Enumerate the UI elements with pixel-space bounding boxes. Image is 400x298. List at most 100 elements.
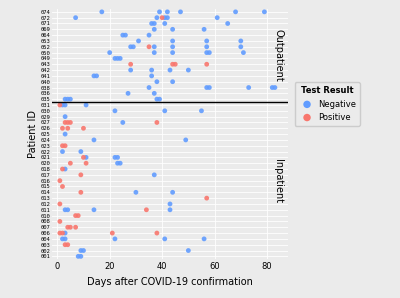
Point xyxy=(112,56,118,61)
Point xyxy=(151,50,158,55)
Point xyxy=(75,254,82,259)
Point xyxy=(72,225,79,230)
Point xyxy=(91,207,97,212)
Point xyxy=(151,44,158,49)
Point xyxy=(64,207,71,212)
Point xyxy=(117,56,123,61)
Point xyxy=(83,155,89,160)
Point xyxy=(112,108,118,113)
Point xyxy=(64,126,71,131)
Point xyxy=(67,225,74,230)
Point xyxy=(204,62,210,67)
Point xyxy=(62,114,68,119)
Point xyxy=(261,10,268,14)
Point xyxy=(62,132,68,136)
Point xyxy=(156,97,163,102)
Point xyxy=(170,50,176,55)
Point xyxy=(62,97,68,102)
Point xyxy=(204,38,210,43)
Point xyxy=(172,62,178,67)
Point xyxy=(112,237,118,241)
Point xyxy=(167,201,173,206)
Point xyxy=(204,196,210,201)
Point xyxy=(62,103,68,107)
Point xyxy=(177,10,184,14)
Point xyxy=(185,248,192,253)
Point xyxy=(159,15,165,20)
Point xyxy=(114,155,121,160)
Point xyxy=(170,27,176,32)
Point xyxy=(62,143,68,148)
Point xyxy=(59,167,66,171)
Point xyxy=(59,143,66,148)
Point xyxy=(67,97,74,102)
Point xyxy=(78,173,84,177)
Point xyxy=(125,91,131,96)
Point xyxy=(151,91,158,96)
Point xyxy=(206,50,212,55)
Point xyxy=(57,219,63,224)
Point xyxy=(162,15,168,20)
Point xyxy=(59,126,66,131)
Point xyxy=(232,10,239,14)
Point xyxy=(135,38,142,43)
Point xyxy=(78,149,84,154)
Point xyxy=(83,103,89,107)
Point xyxy=(164,10,170,14)
Point xyxy=(112,155,118,160)
Point xyxy=(59,237,66,241)
Point xyxy=(62,237,68,241)
Text: Inpatient: Inpatient xyxy=(273,159,283,203)
Point xyxy=(214,15,220,20)
Point xyxy=(122,33,129,38)
Point xyxy=(59,103,66,107)
Point xyxy=(64,242,71,247)
Point xyxy=(91,138,97,142)
Point xyxy=(154,79,160,84)
Point xyxy=(146,33,152,38)
Point xyxy=(182,138,189,142)
Point xyxy=(272,85,278,90)
Point xyxy=(99,10,105,14)
Point xyxy=(246,85,252,90)
Point xyxy=(78,190,84,195)
Point xyxy=(59,149,66,154)
Point xyxy=(64,120,71,125)
Point xyxy=(204,44,210,49)
Point xyxy=(154,231,160,235)
Point xyxy=(162,237,168,241)
Point xyxy=(154,120,160,125)
Point xyxy=(206,85,212,90)
Point xyxy=(238,38,244,43)
Point xyxy=(128,68,134,72)
Point xyxy=(117,161,123,166)
Point xyxy=(167,68,173,72)
Point xyxy=(59,184,66,189)
Point xyxy=(57,231,63,235)
Point xyxy=(170,44,176,49)
Point xyxy=(91,74,97,78)
Point xyxy=(170,38,176,43)
Point xyxy=(120,33,126,38)
Point xyxy=(62,167,68,171)
X-axis label: Days after COVID-19 confirmation: Days after COVID-19 confirmation xyxy=(87,277,253,287)
Point xyxy=(120,120,126,125)
Point xyxy=(146,44,152,49)
Point xyxy=(148,21,155,26)
Text: Outpatient: Outpatient xyxy=(273,29,283,82)
Point xyxy=(204,85,210,90)
Point xyxy=(146,85,152,90)
Point xyxy=(238,44,244,49)
Point xyxy=(80,155,87,160)
Point xyxy=(109,231,116,235)
Point xyxy=(80,126,87,131)
Point xyxy=(64,97,71,102)
Point xyxy=(78,248,84,253)
Point xyxy=(154,97,160,102)
Point xyxy=(62,120,68,125)
Point xyxy=(201,27,207,32)
Point xyxy=(72,15,79,20)
Point xyxy=(59,231,66,235)
Point xyxy=(75,213,82,218)
Point xyxy=(164,15,170,20)
